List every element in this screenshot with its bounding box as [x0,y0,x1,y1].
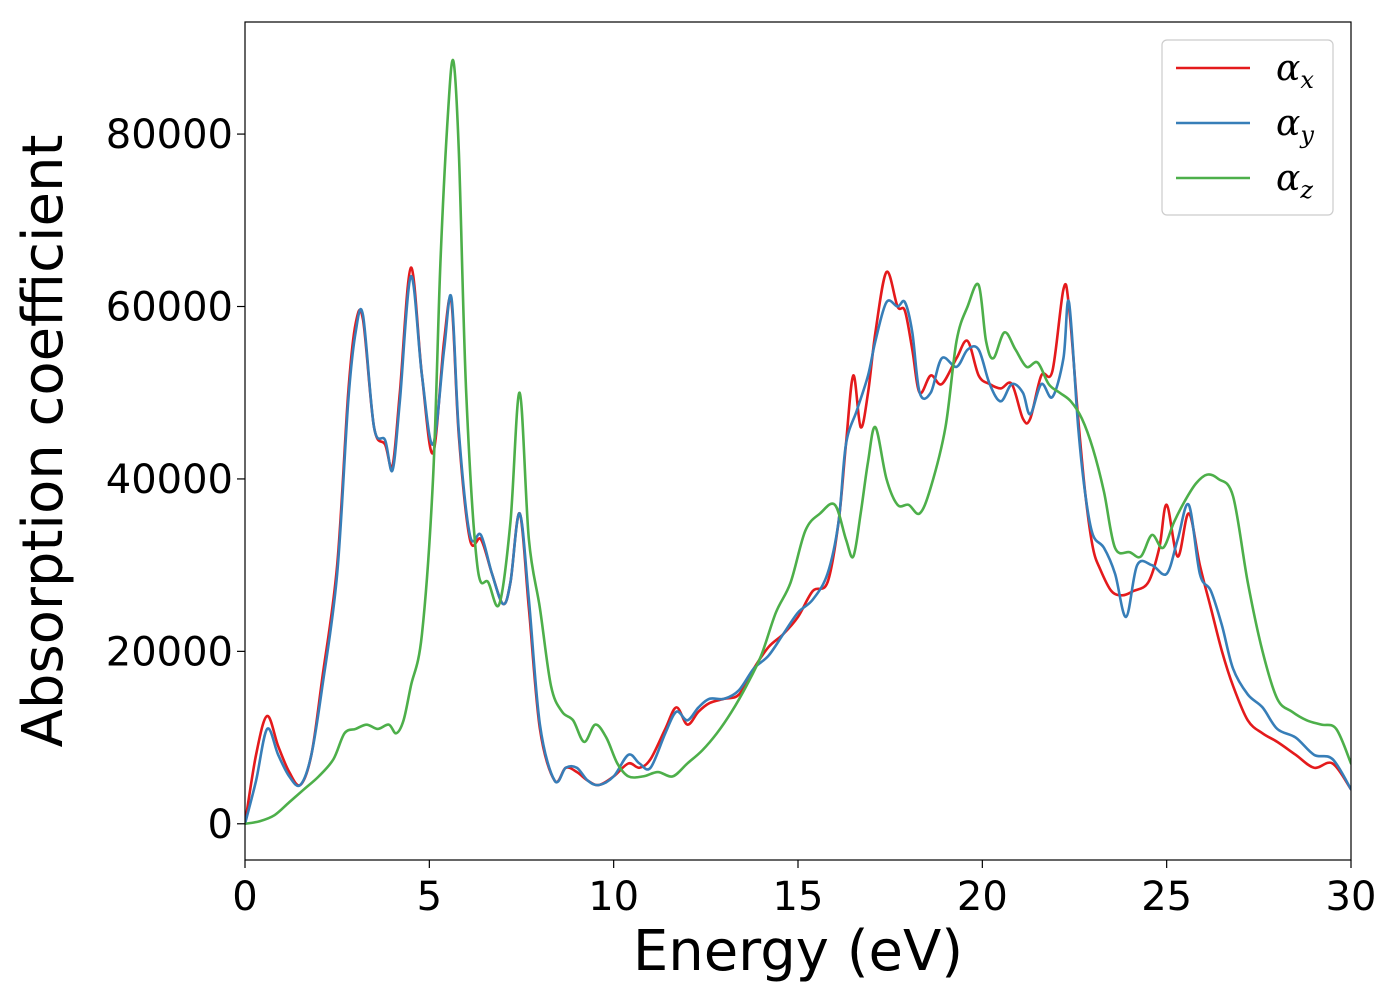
x-axis-title: Energy (eV) [633,919,963,984]
legend-box [1161,39,1334,216]
ticks-layer: 0 5 10 15 20 25 30 0 20000 40000 60000 80000 [106,112,1377,920]
series-line-alpha-y [245,275,1351,826]
series-line-alpha-z [245,58,1351,826]
y-tick-label: 80000 [106,112,233,158]
x-tick-label: 30 [1326,874,1377,920]
legend-label-alpha-y: αy [1276,103,1314,149]
x-tick-label: 20 [957,874,1008,920]
x-tick-label: 0 [232,874,257,920]
x-tick-label: 5 [417,874,442,920]
series-layer [245,58,1351,826]
legend-label-alpha-z: αz [1276,158,1313,204]
y-tick-label: 0 [208,802,233,848]
y-axis-title: Absorption coefficient [11,135,76,748]
x-tick-label: 10 [588,874,639,920]
x-tick-label: 15 [773,874,824,920]
legend: αx αy αz [1161,39,1334,216]
y-tick-label: 20000 [106,629,233,675]
series-line-alpha-x [245,266,1351,826]
y-tick-label: 40000 [106,457,233,503]
y-tick-label: 60000 [106,285,233,331]
legend-label-alpha-x: αx [1276,48,1314,94]
x-tick-label: 25 [1141,874,1192,920]
